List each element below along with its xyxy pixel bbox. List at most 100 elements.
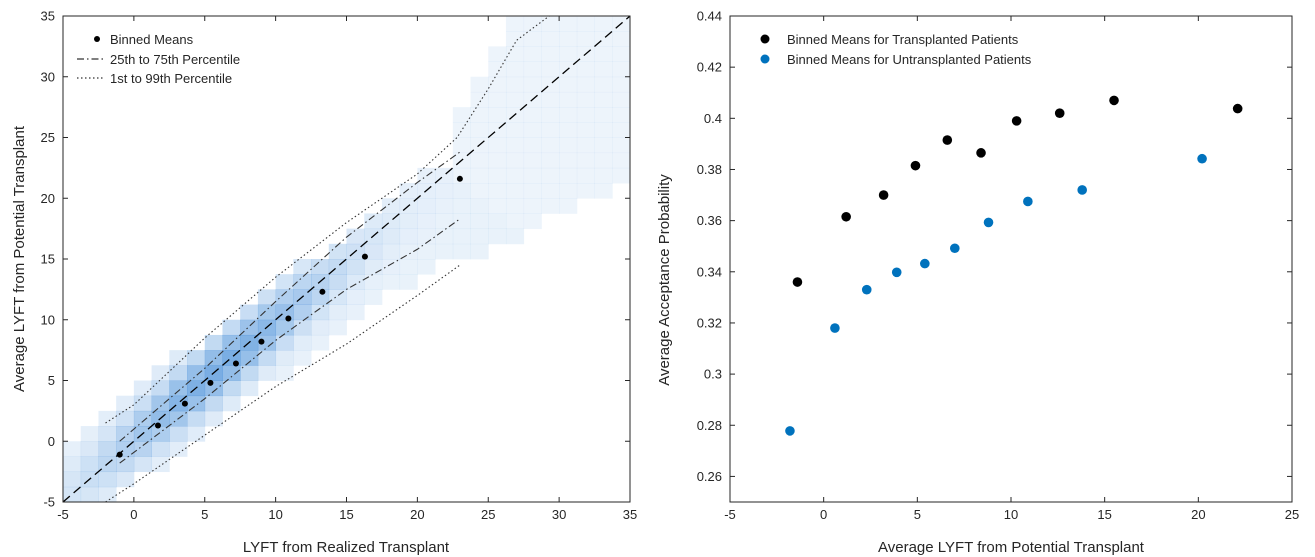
density-cell bbox=[576, 76, 595, 93]
density-cell bbox=[116, 426, 135, 442]
density-cell bbox=[488, 107, 507, 123]
density-cell bbox=[169, 365, 188, 381]
untransplanted-point bbox=[861, 284, 872, 295]
density-cell bbox=[505, 213, 525, 230]
density-cell bbox=[311, 319, 330, 336]
density-cell bbox=[63, 471, 82, 488]
right-x-axis-title: Average LYFT from Potential Transplant bbox=[878, 539, 1145, 556]
density-cell bbox=[257, 365, 277, 381]
density-cell bbox=[240, 380, 259, 397]
density-cell bbox=[452, 122, 471, 138]
x-tick-label: 0 bbox=[130, 507, 137, 522]
right-axis-ticks: -5 0 5 10 15 20 25 0.26 0.28 0.3 0.32 0.34 0.36 0.38 0… bbox=[697, 9, 1300, 523]
binned-mean-point bbox=[116, 451, 123, 458]
density-cell bbox=[505, 61, 525, 78]
left-binned-means bbox=[116, 175, 463, 458]
y-tick-label: 0.4 bbox=[704, 111, 722, 126]
density-cell bbox=[612, 122, 630, 138]
density-cell bbox=[275, 350, 294, 366]
density-cell bbox=[133, 456, 152, 473]
density-cell bbox=[612, 76, 630, 93]
density-cell bbox=[328, 304, 347, 321]
density-cell bbox=[541, 91, 560, 108]
density-cell bbox=[364, 259, 383, 275]
density-cell bbox=[612, 167, 630, 184]
x-tick-label: 20 bbox=[410, 507, 424, 522]
y-tick-label: 0 bbox=[48, 434, 55, 449]
density-cell bbox=[328, 243, 347, 260]
binned-mean-point bbox=[361, 253, 368, 260]
density-cell bbox=[594, 76, 613, 93]
x-tick-label: 20 bbox=[1191, 507, 1205, 522]
density-cell bbox=[505, 152, 525, 169]
density-cell bbox=[435, 243, 454, 260]
x-tick-label: 10 bbox=[1004, 507, 1018, 522]
density-cell bbox=[240, 365, 259, 381]
y-tick-label: 15 bbox=[41, 252, 55, 267]
density-cell bbox=[399, 274, 418, 290]
density-cell bbox=[133, 380, 152, 397]
transplanted-point bbox=[792, 277, 803, 287]
density-cell bbox=[505, 167, 525, 184]
untransplanted-point bbox=[1197, 153, 1207, 164]
left-y-axis-title: Average LYFT from Potential Transplant bbox=[11, 125, 28, 392]
density-cell bbox=[576, 31, 595, 47]
density-cell bbox=[541, 16, 560, 32]
density-cell bbox=[381, 228, 401, 245]
line-25th-to-75th-percentile-upper- bbox=[119, 151, 461, 442]
left-legend: Binned Means 25th to 75th Percentile 1st… bbox=[77, 32, 240, 86]
transplanted-point bbox=[1109, 95, 1119, 106]
y-tick-label: 20 bbox=[41, 191, 55, 206]
density-cell bbox=[505, 122, 525, 138]
transplanted-point bbox=[942, 135, 953, 145]
transplanted-point bbox=[1232, 103, 1243, 114]
density-cell bbox=[364, 274, 383, 290]
density-cell bbox=[346, 289, 365, 305]
density-cell bbox=[488, 61, 507, 78]
right-legend: Binned Means for Transplanted Patients B… bbox=[760, 32, 1032, 67]
density-cell bbox=[399, 213, 418, 230]
density-cell bbox=[364, 213, 383, 230]
density-cell bbox=[187, 410, 206, 427]
density-cell bbox=[257, 304, 277, 321]
density-cell bbox=[98, 426, 117, 442]
density-cell bbox=[169, 380, 188, 397]
x-tick-label: 30 bbox=[552, 507, 566, 522]
density-cell bbox=[63, 456, 82, 473]
density-cell bbox=[505, 183, 525, 199]
density-cell bbox=[612, 61, 630, 78]
density-cell bbox=[612, 91, 630, 108]
density-cell bbox=[612, 46, 630, 62]
density-cell bbox=[594, 46, 613, 62]
untransplanted-point bbox=[830, 323, 840, 333]
density-cell bbox=[452, 167, 471, 184]
density-cell bbox=[559, 137, 578, 154]
density-cell bbox=[505, 91, 525, 108]
left-axis-ticks: -5 0 5 10 15 20 25 30 35 -5 0 5 10 15 20 25 30 35 bbox=[41, 9, 638, 523]
density-cell bbox=[381, 243, 401, 260]
density-cell bbox=[541, 183, 560, 199]
density-cell bbox=[133, 410, 152, 427]
y-tick-label: 35 bbox=[41, 9, 55, 24]
density-cell bbox=[523, 107, 542, 123]
density-cell bbox=[275, 289, 294, 305]
y-tick-label: 30 bbox=[41, 69, 55, 84]
density-cell bbox=[98, 410, 117, 427]
binned-mean-point bbox=[456, 175, 463, 182]
density-cell bbox=[576, 122, 595, 138]
density-cell bbox=[328, 274, 347, 290]
density-cell bbox=[470, 228, 489, 245]
density-cell bbox=[576, 61, 595, 78]
untransplanted-point bbox=[1077, 185, 1087, 195]
untransplanted-point bbox=[891, 267, 902, 278]
density-cell bbox=[435, 228, 454, 245]
density-cell bbox=[541, 46, 560, 62]
density-cell bbox=[559, 31, 578, 47]
legend-label-transplanted: Binned Means for Transplanted Patients bbox=[787, 32, 1019, 47]
density-cell bbox=[452, 107, 471, 123]
density-cell bbox=[452, 137, 471, 154]
density-cell bbox=[399, 183, 418, 199]
y-tick-label: 0.38 bbox=[697, 162, 722, 177]
density-cell bbox=[594, 107, 613, 123]
left-percentile-lines bbox=[63, 16, 630, 502]
